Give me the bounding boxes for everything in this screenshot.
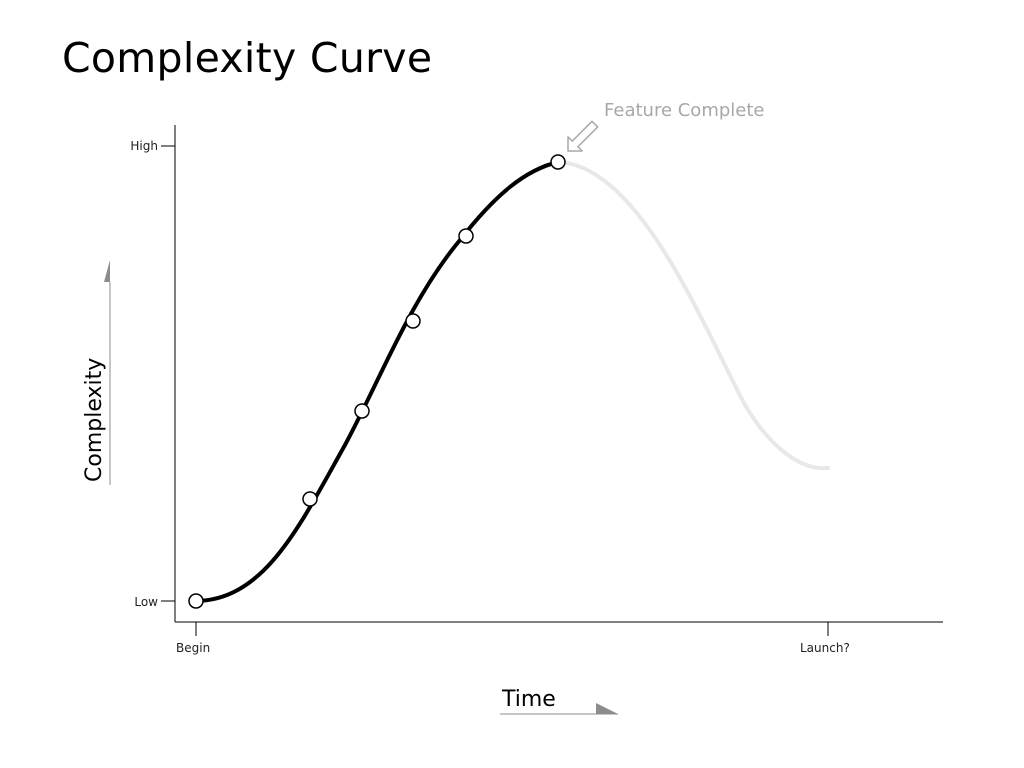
feature-complete-label: Feature Complete [604, 100, 765, 121]
high-label: High [130, 139, 158, 153]
y-axis-title: Complexity [82, 358, 107, 482]
begin-label: Begin [176, 641, 210, 655]
x-axis-arrowhead [596, 703, 618, 714]
x-axis-title: Time [501, 687, 556, 712]
launch-label: Launch? [800, 641, 850, 655]
feature-complete-point [550, 154, 566, 170]
milestone-point [302, 491, 318, 507]
complexity-curve [194, 160, 560, 603]
slide-title: Complexity Curve [62, 34, 433, 82]
milestone-point [188, 593, 204, 609]
y-axis-arrowhead [104, 260, 110, 282]
low-label: Low [134, 595, 158, 609]
milestone-point [354, 403, 370, 419]
callout-arrow-icon [567, 120, 599, 152]
decline-curve [556, 160, 830, 471]
milestone-point [405, 313, 421, 329]
milestone-point [458, 228, 474, 244]
